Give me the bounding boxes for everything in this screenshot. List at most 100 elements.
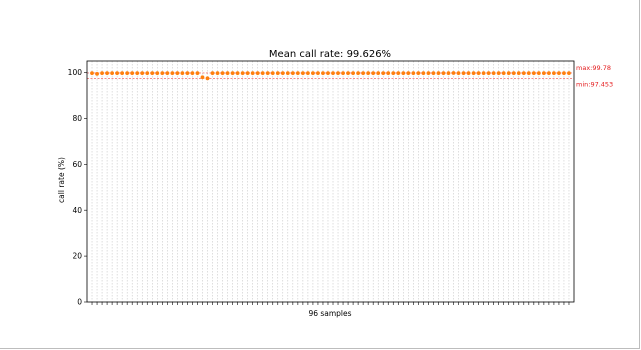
data-point — [541, 71, 546, 76]
data-point — [260, 71, 265, 76]
data-point — [471, 71, 476, 76]
data-point — [441, 71, 446, 76]
data-point — [481, 71, 486, 76]
data-point — [240, 71, 245, 76]
data-point — [361, 71, 366, 76]
y-tick-label: 0 — [77, 298, 82, 307]
data-point — [521, 71, 526, 76]
data-point — [356, 71, 361, 76]
data-point — [200, 75, 205, 80]
data-point — [446, 71, 451, 76]
min-max-annotations: max:99.78 min:97.453 — [576, 64, 613, 88]
data-point — [235, 71, 240, 76]
data-point — [140, 71, 145, 76]
data-point — [326, 71, 330, 76]
data-point — [511, 71, 516, 76]
data-point — [451, 71, 456, 75]
data-point — [436, 71, 441, 76]
data-points — [90, 71, 571, 81]
data-point — [285, 71, 290, 76]
data-point — [165, 71, 170, 76]
data-point — [516, 71, 521, 76]
x-axis-ticks — [91, 302, 570, 305]
data-point — [255, 71, 260, 76]
data-point — [421, 71, 426, 76]
data-point — [95, 71, 99, 76]
data-point — [250, 71, 255, 76]
data-point — [341, 71, 345, 76]
data-point — [567, 71, 571, 76]
data-point — [205, 76, 210, 81]
data-point — [351, 71, 355, 76]
data-point — [180, 71, 185, 76]
chart-title: Mean call rate: 99.626% — [269, 49, 391, 60]
y-tick-label: 80 — [72, 114, 82, 123]
data-point — [496, 71, 501, 76]
data-point — [426, 71, 431, 76]
data-point — [135, 71, 140, 76]
data-point — [531, 71, 536, 76]
data-point — [245, 71, 250, 76]
data-point — [346, 71, 350, 76]
y-tick-label: 40 — [72, 206, 82, 215]
data-point — [230, 71, 235, 76]
data-point — [210, 71, 215, 76]
data-point — [195, 71, 200, 76]
data-point — [190, 71, 195, 76]
y-axis-label: call rate (%) — [57, 157, 66, 203]
data-point — [486, 71, 491, 76]
data-point — [295, 71, 300, 76]
data-point — [366, 71, 371, 76]
data-point — [401, 71, 406, 76]
data-point — [386, 71, 391, 76]
data-point — [316, 71, 320, 76]
data-point — [225, 71, 230, 76]
y-axis-ticks: 0 20 40 60 80 100 — [68, 68, 87, 307]
data-point — [431, 71, 436, 76]
data-point — [265, 71, 270, 76]
min-annotation: min:97.453 — [576, 80, 613, 88]
data-point — [456, 71, 461, 76]
data-point — [215, 71, 220, 76]
data-point — [371, 71, 376, 76]
data-point — [110, 71, 115, 76]
data-point — [170, 71, 175, 76]
data-point — [336, 71, 340, 76]
data-point — [552, 71, 556, 76]
data-point — [280, 71, 285, 76]
data-point — [562, 71, 566, 76]
data-point — [160, 71, 165, 76]
data-point — [300, 71, 305, 76]
y-tick-label: 60 — [72, 160, 82, 169]
data-point — [376, 71, 381, 76]
data-point — [100, 71, 104, 76]
data-point — [411, 71, 416, 76]
data-point — [536, 71, 541, 76]
data-point — [331, 71, 335, 76]
data-point — [175, 71, 180, 76]
data-point — [321, 71, 325, 76]
data-point — [381, 71, 386, 76]
max-annotation: max:99.78 — [576, 64, 611, 72]
data-point — [461, 71, 466, 76]
data-point — [491, 71, 496, 76]
data-point — [275, 71, 280, 76]
data-point — [290, 71, 295, 76]
data-point — [115, 71, 120, 76]
data-point — [526, 71, 531, 76]
data-point — [90, 71, 94, 76]
data-point — [476, 71, 481, 76]
data-point — [546, 71, 551, 76]
data-point — [270, 71, 275, 76]
data-point — [150, 71, 155, 76]
data-point — [145, 71, 150, 76]
data-point — [396, 71, 401, 76]
y-tick-label: 100 — [68, 68, 83, 77]
plot-area — [86, 60, 575, 303]
data-point — [130, 71, 135, 76]
data-point — [185, 71, 190, 76]
data-point — [306, 71, 310, 76]
data-point — [416, 71, 421, 76]
